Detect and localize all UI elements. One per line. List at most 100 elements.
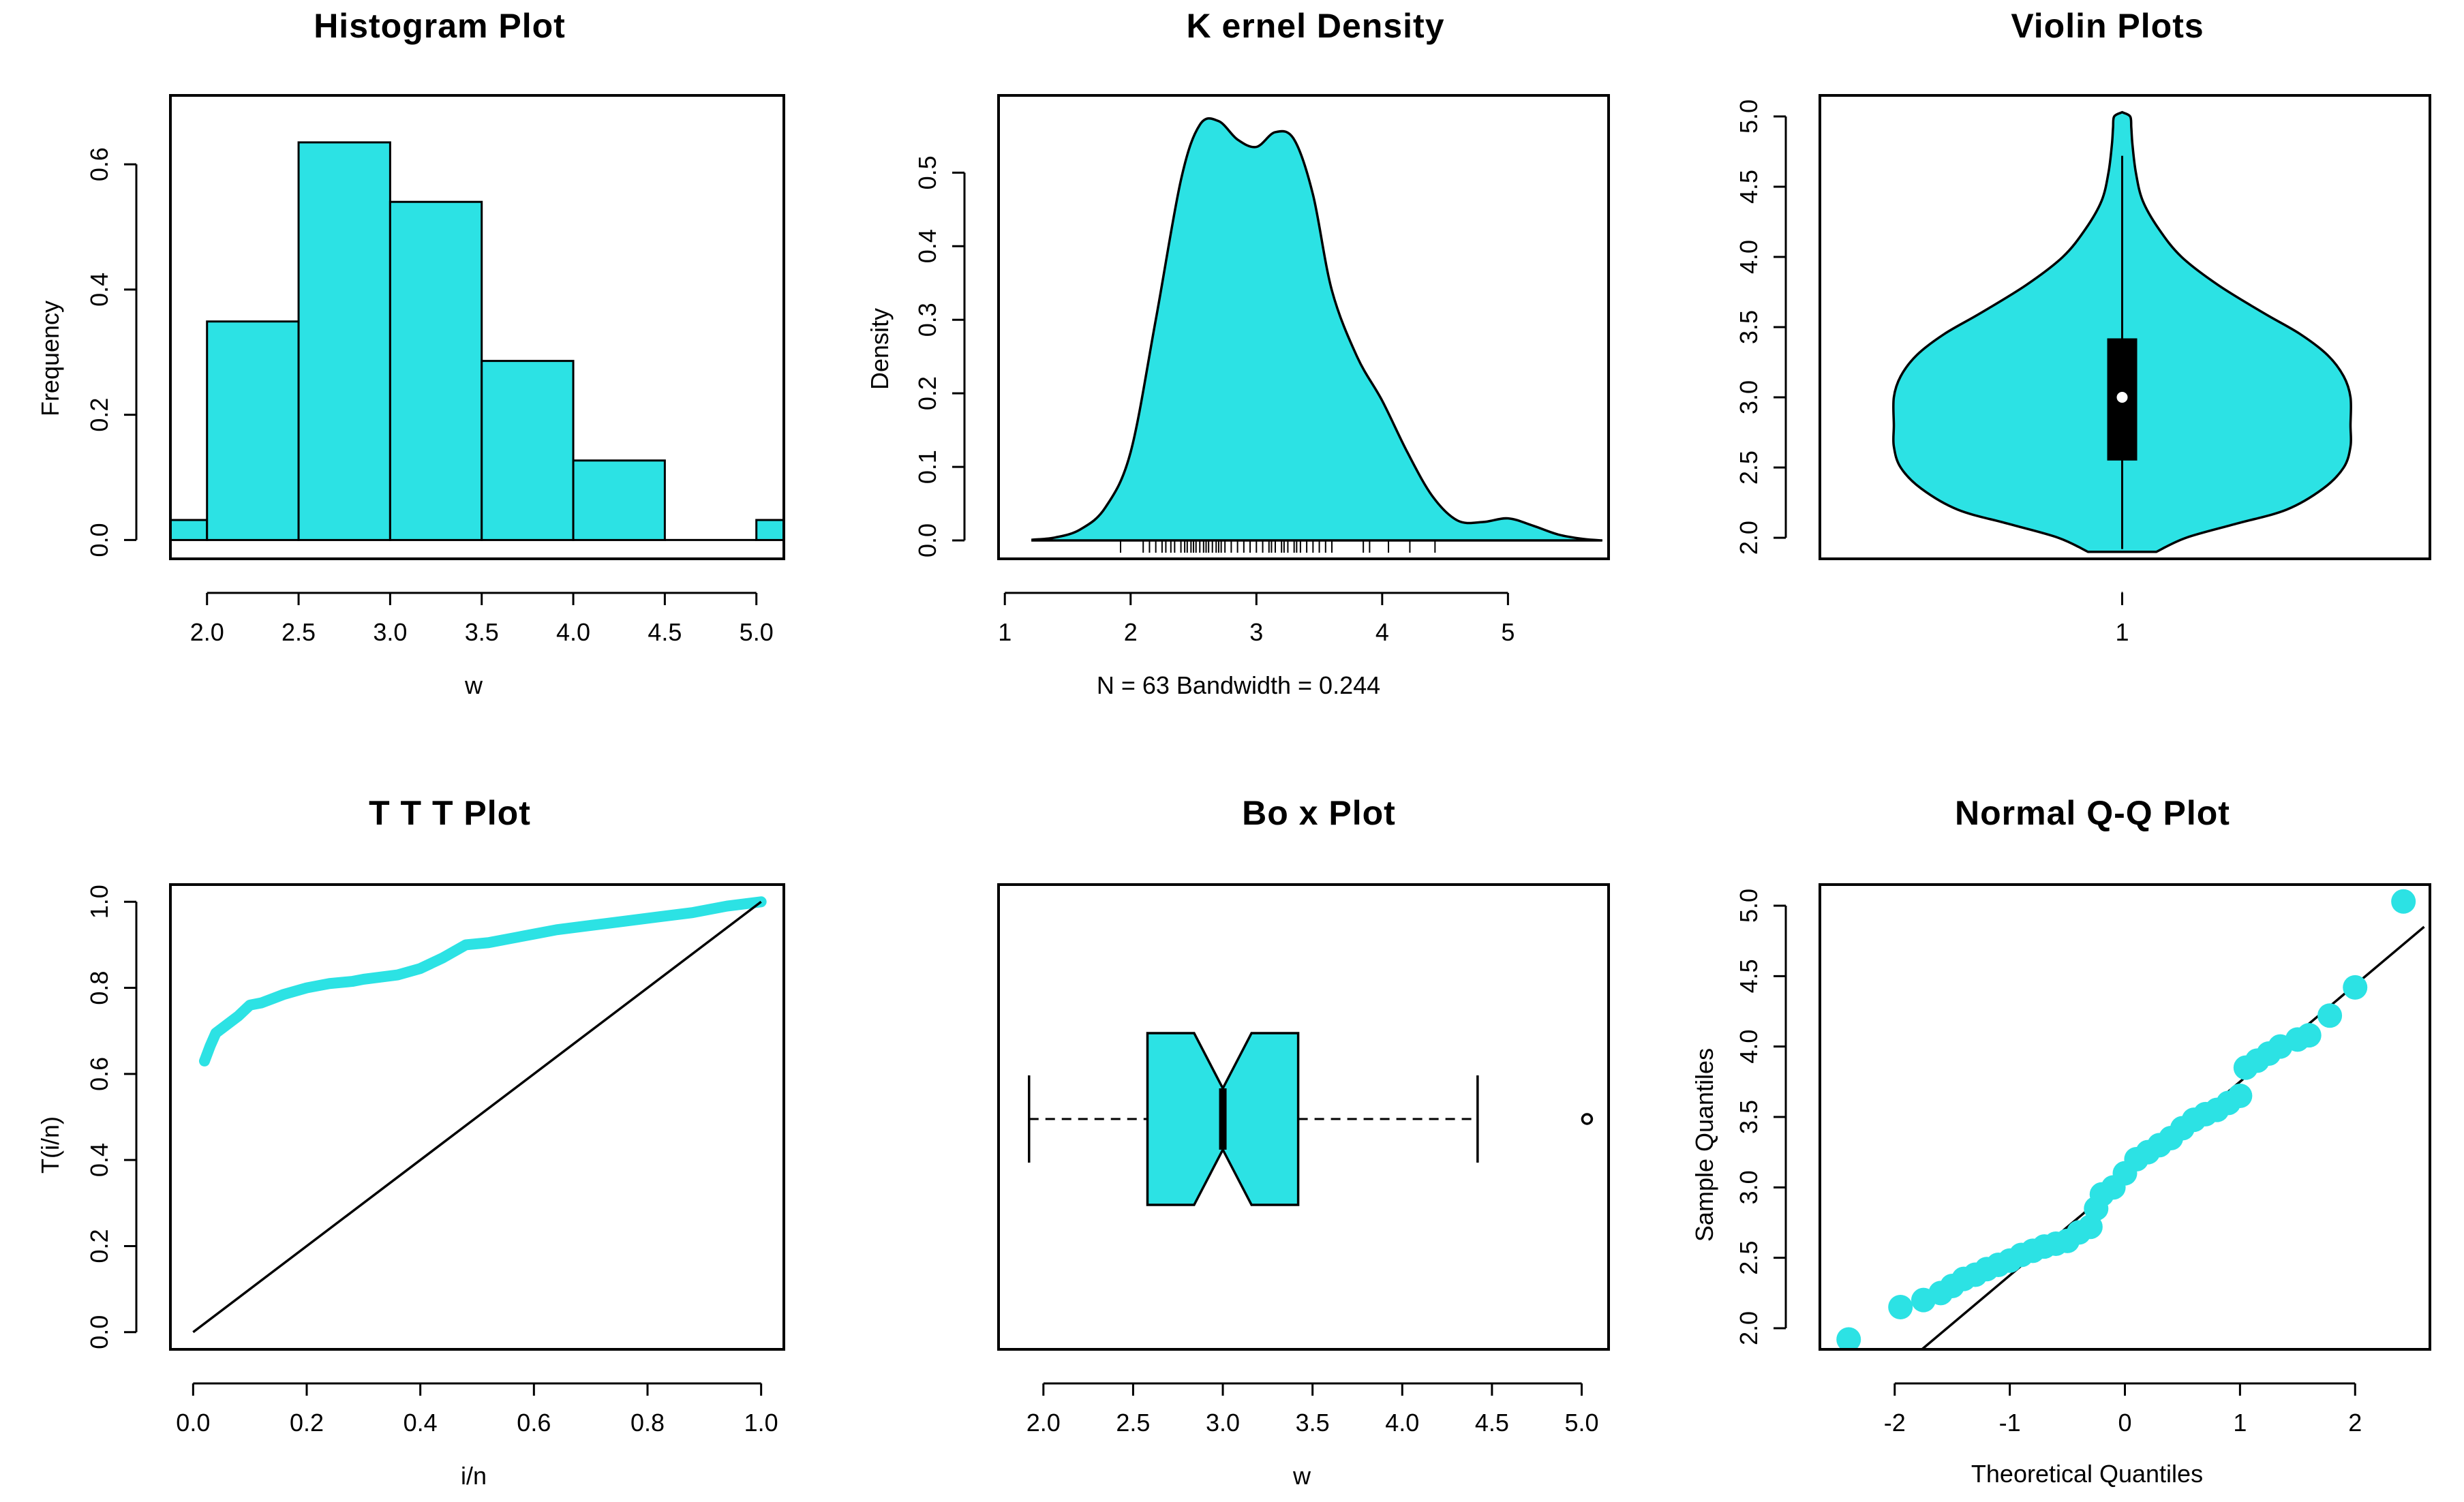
histogram-y-tick-label: 0.6 [85,147,113,181]
qq-xlabel: Theoretical Quantiles [1971,1460,2203,1488]
histogram-x-tick-label: 2.5 [282,618,316,646]
qq-point [2391,889,2416,914]
qq-panel: Normal Q-Q Plot -2 -1 0 1 2 2.0 2.5 3.0 3.5 4.0 4.… [1690,794,2431,1488]
histogram-ylabel: Frequency [36,301,64,416]
violin-y-tick-label: 3.5 [1735,310,1763,344]
histogram-x-tick-label: 3.0 [373,618,407,646]
density-xlabel: N = 63 Bandwidth = 0.244 [1097,671,1380,699]
boxplot-x-tick-label: 2.0 [1026,1409,1061,1437]
boxplot-x-tick-label: 4.0 [1385,1409,1419,1437]
ttt-title: T T T Plot [369,794,531,832]
histogram-bar [572,459,666,541]
ttt-x-tick-label: 0.2 [290,1409,324,1437]
qq-point [2227,1084,2253,1108]
ttt-curve [199,896,767,1067]
histogram-y-tick-label: 0.0 [85,523,113,557]
qq-point [2296,1023,2322,1048]
density-y-tick-label: 0.5 [913,155,941,189]
violin-y-tick-label: 5.0 [1735,99,1763,134]
density-y-tick-label: 0.0 [913,523,941,557]
histogram-bars [169,141,785,541]
violin-shape [1892,110,2352,553]
histogram-bar [755,519,785,541]
qq-ylabel: Sample Quantiles [1690,1048,1718,1242]
qq-point [1888,1295,1913,1319]
density-ylabel: Density [866,308,894,390]
qq-y-tick-label: 4.5 [1735,959,1763,993]
qq-x-tick-label: -1 [1999,1409,2021,1437]
histogram-x-tick-label: 5.0 [740,618,774,646]
qq-title: Normal Q-Q Plot [1955,794,2230,832]
qq-point [1836,1327,1861,1349]
violin-panel: Violin Plots 1 2.0 2.5 3.0 3.5 4.0 4.5 5.0 [1735,7,2431,646]
density-y-tick-label: 0.3 [913,303,941,337]
boxplot-x-tick-label: 2.5 [1116,1409,1150,1437]
boxplot-x-tick-label: 3.5 [1296,1409,1330,1437]
qq-y-tick-label: 2.0 [1735,1311,1763,1345]
ttt-y-tick-label: 1.0 [85,885,113,919]
density-x-tick-label: 5 [1501,618,1515,646]
qq-point [2343,975,2368,1000]
density-x-tick-label: 2 [1124,618,1138,646]
ttt-y-tick-label: 0.2 [85,1229,113,1263]
qq-x-tick-label: 0 [2118,1409,2131,1437]
histogram-x-tick-label: 2.0 [190,618,224,646]
histogram-y-tick-label: 0.2 [85,398,113,432]
ttt-diagonal [192,900,762,1334]
histogram-xlabel: w [464,671,483,699]
qq-frame [1819,883,2431,1351]
violin-y-tick-label: 2.5 [1735,450,1763,485]
density-y-tick-label: 0.2 [913,376,941,410]
qq-x-tick-label: -2 [1884,1409,1906,1437]
violin-title: Violin Plots [2011,7,2204,45]
violin-y-tick-label: 4.0 [1735,240,1763,274]
qq-points [1836,889,2425,1349]
qq-y-tick-label: 5.0 [1735,889,1763,923]
histogram-x-tick-label: 4.0 [556,618,590,646]
boxplot-axes: 2.0 2.5 3.0 3.5 4.0 4.5 5.0 [1026,1382,1599,1437]
qq-point [2317,1003,2343,1028]
ttt-y-tick-label: 0.6 [85,1057,113,1091]
histogram-bar [481,360,575,541]
qq-x-tick-label: 1 [2233,1409,2247,1437]
histogram-panel: Histogram Plot 2.0 2.5 3.0 3.5 4.0 4.5 5.0 0.0 0… [36,7,785,699]
density-x-tick-label: 4 [1375,618,1389,646]
histogram-bar [389,200,483,541]
violin-y-tick-label: 2.0 [1735,521,1763,555]
violin-median-dot [2116,392,2128,403]
qq-y-tick-label: 2.5 [1735,1241,1763,1275]
histogram-axes: 2.0 2.5 3.0 3.5 4.0 4.5 5.0 0.0 0.2 0.4 0.6 [85,147,774,646]
boxplot-panel: Bo x Plot 2.0 2.5 3.0 3.5 4.0 4.5 5.0 w [997,794,1610,1490]
density-y-tick-label: 0.1 [913,450,941,484]
density-y-tick-label: 0.4 [913,229,941,263]
ttt-panel: T T T Plot 0.0 0.2 0.4 0.6 0.8 1.00.00.20.40.… [36,794,785,1490]
boxplot-xlabel: w [1292,1462,1311,1490]
ttt-ylabel: T(i/n) [36,1116,64,1174]
density-x-tick-label: 1 [998,618,1012,646]
histogram-bar [206,320,300,541]
density-area [1031,117,1602,542]
qq-y-tick-label: 4.0 [1735,1030,1763,1064]
ttt-x-tick-label: 1.0 [744,1409,778,1437]
qq-x-tick-label: 2 [2348,1409,2362,1437]
qq-y-tick-label: 3.5 [1735,1100,1763,1134]
ttt-lines [192,896,767,1334]
density-x-tick-label: 3 [1249,618,1263,646]
ttt-y-tick-label: 0.8 [85,971,113,1005]
boxplot-title: Bo x Plot [1242,794,1396,832]
boxplot-box [1028,1032,1594,1206]
ttt-y-tick-label: 0.4 [85,1143,113,1177]
ttt-axes: 0.0 0.2 0.4 0.6 0.8 1.0 0.0 0.2 0.4 0.6 0.8 1.0 [85,885,778,1437]
ttt-frame [169,883,785,1351]
ttt-x-tick-label: 0.4 [404,1409,438,1437]
qq-axes: -2 -1 0 1 2 2.0 2.5 3.0 3.5 4.0 4.5 5.0 [1735,889,2362,1437]
histogram-frame [169,94,785,560]
density-curve [1031,117,1602,553]
boxplot-x-tick-label: 5.0 [1564,1409,1598,1437]
histogram-x-tick-label: 4.5 [648,618,682,646]
histogram-title: Histogram Plot [314,7,566,45]
ttt-y-tick-label: 0.0 [85,1315,113,1349]
ttt-x-tick-label: 0.6 [517,1409,551,1437]
histogram-bar [297,141,391,541]
